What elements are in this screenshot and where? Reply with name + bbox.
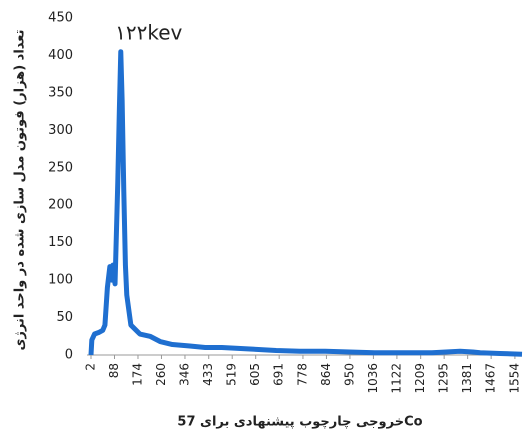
y-tick-label: 400 (48, 48, 73, 63)
x-tick-label: 433 (201, 363, 215, 386)
x-tick-label: 346 (177, 363, 191, 386)
y-tick-label: 250 (48, 160, 73, 175)
x-tick-label: 2 (84, 363, 98, 371)
data-line (88, 49, 523, 357)
x-tick-label: 1209 (413, 363, 427, 394)
x-tick-label: 605 (248, 363, 262, 386)
x-tick-label: 519 (225, 363, 239, 386)
y-tick-label: 150 (48, 235, 73, 250)
x-tick-label: 864 (319, 363, 333, 386)
x-tick-label: 778 (295, 363, 309, 386)
x-axis-label: خروجی چارچوب پیشنهادی برای 57Co (177, 415, 422, 430)
y-tick-label: 0 (65, 348, 73, 363)
y-tick-label: 200 (48, 198, 73, 213)
x-tick-label: 950 (342, 363, 356, 386)
x-tick-label: 88 (107, 363, 121, 378)
y-axis-label: تعداد (هزار) فوتون مدل سازی شده در واحد … (13, 29, 28, 350)
x-tick-label: 1122 (389, 363, 403, 394)
peak-annotation: ١٢٢kev (115, 21, 182, 45)
y-tick-label: 450 (48, 11, 73, 26)
x-tick-label: 691 (272, 363, 286, 386)
x-tick-label: 1036 (366, 363, 380, 394)
y-tick-label: 50 (56, 310, 73, 325)
y-tick-label: 300 (48, 123, 73, 138)
x-tick-label: 174 (130, 363, 144, 386)
x-tick-label: 1295 (437, 363, 451, 394)
x-tick-label: 1381 (460, 363, 474, 394)
x-tick-label: 260 (154, 363, 168, 386)
x-tick-label: 1554 (507, 363, 521, 394)
y-tick-label: 350 (48, 85, 73, 100)
x-tick-label: 1467 (484, 363, 498, 394)
y-tick-label: 100 (48, 273, 73, 288)
